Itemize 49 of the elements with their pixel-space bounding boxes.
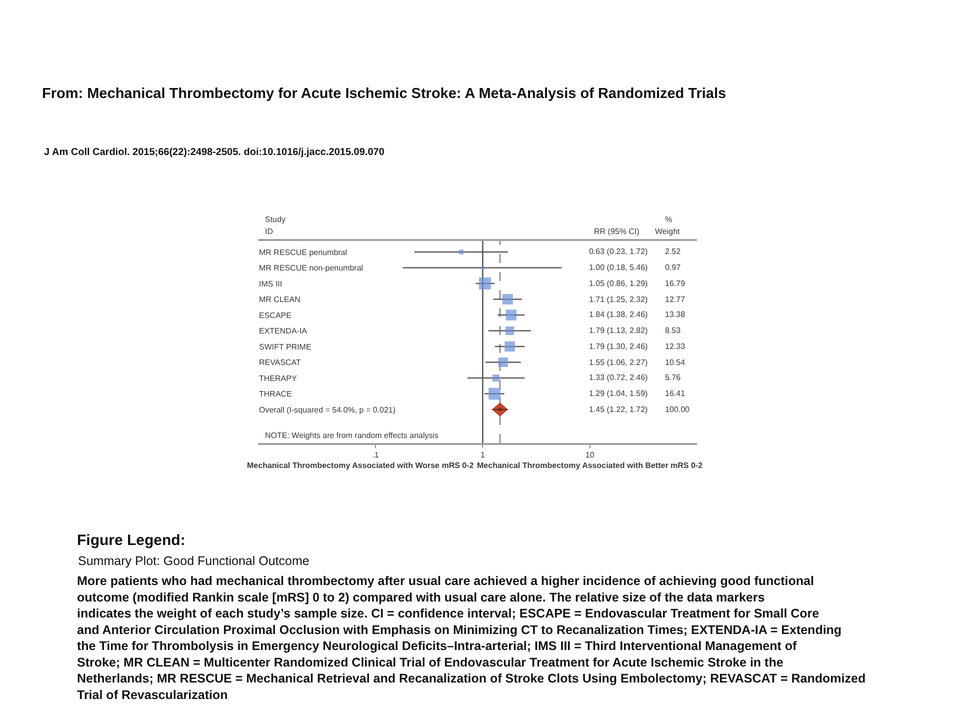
annotation: 1.45 (1.22, 1.72) [589,405,648,414]
annotation: NOTE: Weights are from random effects analysis [265,431,439,440]
annotation: 1.33 (0.72, 2.46) [589,373,648,382]
annotation: 0.63 (0.23, 1.72) [589,247,648,256]
annotation: 8.53 [665,326,682,335]
y-tick-label: MR RESCUE non-penumbral [259,264,364,273]
annotation: 2.52 [665,247,682,256]
annotation: 10.54 [665,358,686,367]
annotation: 16.79 [665,279,686,288]
annotation: 1.55 (1.06, 2.27) [589,358,648,367]
annotation: 1.79 (1.30, 2.46) [589,342,648,351]
text: More patients who had mechanical thrombectomy after usual care achieved a higher incidence of achieving good functional outcome (modified Rankin scale [mRS] 0 to 2) compared with usual care alone. The relative size of the data markers indicates the weight of each study’s sample size. CI = confidence interval; ESCAPE = Endovascular Treatment for Small Core and Anterior Circulation Proximal Occlusion with Emphasis on Minimizing CT to Recanalization Times; EXTENDA-IA = Extending the Time for Thrombolysis in Emergency Neurological Deficits–Intra-arterial; IMS III = Third Interventional Management of Stroke; MR CLEAN = Multicenter Randomized Clinical Trial of Endovascular Treatment for Acute Ischemic Stroke in the Netherlands; MR RESCUE = Mechanical Retrieval and Recanalization of Stroke Clots Using Embolectomy; REVASCAT = Randomized Trial of Revascularization [77,574,866,702]
annotation: 12.77 [665,295,686,304]
annotation: 1.84 (1.38, 2.46) [589,310,648,319]
annotation: 0.97 [665,263,682,272]
text: % [665,215,672,224]
y-tick-label: THRACE [259,390,292,399]
text: Mechanical Thrombectomy Associated with Better mRS 0-2 [477,461,704,470]
text: Study [265,215,286,224]
annotation: 100.00 [665,405,690,414]
x-tick-label: 10 [585,450,595,460]
text: Figure Legend: [77,532,186,549]
annotation: 12.33 [665,342,686,351]
y-tick-label: SWIFT PRIME [259,342,312,352]
text: Mechanical Thrombectomy Associated with Worse mRS 0-2 [247,461,474,470]
annotation: 1.71 (1.25, 2.32) [589,295,648,304]
annotation: 13.38 [665,310,686,319]
y-tick-label: ESCAPE [259,310,292,320]
annotation: 1.29 (1.04, 1.59) [589,389,648,398]
y-tick-label: EXTENDA-IA [259,326,308,336]
y-tick-label: THERAPY [259,374,298,383]
y-tick-label: REVASCAT [259,358,302,368]
annotation: 1.00 (0.18, 5.46) [589,263,648,272]
annotation: 16.41 [665,389,686,398]
text: Weight [655,227,681,236]
x-tick-label: .1 [372,450,380,460]
annotation: 1.05 (0.86, 1.29) [589,279,648,288]
chart-subtitle: J Am Coll Cardiol. 2015;66(22):2498-2505. doi:10.1016/j.jacc.2015.09.070 [44,147,385,158]
y-tick-label: Overall (I-squared = 54.0%, p = 0.021) [259,405,396,414]
annotation: 5.76 [665,373,682,382]
text: RR (95% CI) [594,227,640,236]
text: Summary Plot: Good Functional Outcome [78,554,310,568]
y-tick-label: IMS III [259,279,282,288]
text: ID [265,227,274,236]
y-tick-label: MR RESCUE penumbral [259,248,348,257]
x-tick-label: 1 [480,450,486,460]
chart-title: From: Mechanical Thrombectomy for Acute Ischemic Stroke: A Meta-Analysis of Randomized Trials [42,86,726,102]
annotation: 1.79 (1.13, 2.82) [589,326,648,335]
y-tick-label: MR CLEAN [259,295,301,304]
